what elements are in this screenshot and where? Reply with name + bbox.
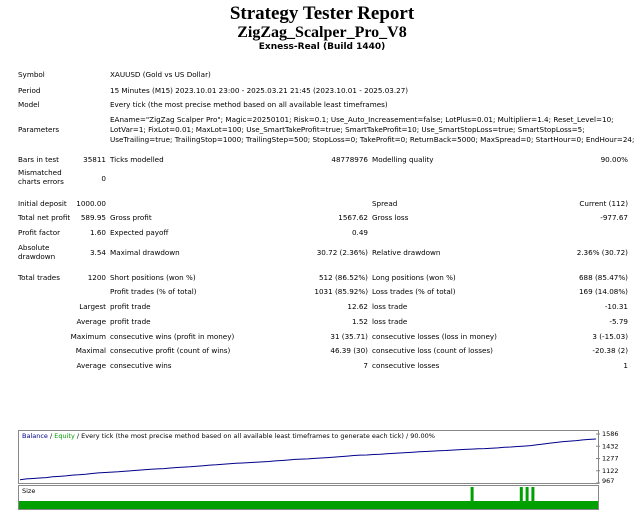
plot-frame — [18, 430, 599, 484]
spread-label: Spread — [372, 199, 398, 208]
absdd-value: 3.54 — [89, 248, 106, 257]
y-tick-label: 1277 — [602, 455, 619, 463]
avg-cons-losses-label: consecutive losses — [372, 361, 440, 370]
period-value: 15 Minutes (M15) 2023.10.01 23:00 - 2025… — [110, 86, 409, 95]
payoff-value: 0.49 — [351, 228, 368, 237]
size-spikes — [470, 487, 535, 501]
max-cons-losses-label: consecutive losses (loss in money) — [372, 332, 497, 341]
server-build: Exness-Real (Build 1440) — [258, 42, 386, 52]
size-spike — [470, 487, 474, 501]
size-fill — [19, 501, 598, 509]
maximal-cons-profit-label: consecutive profit (count of wins) — [110, 346, 231, 355]
balance-chart: 1586 1432 1277 1122 967 — [18, 430, 619, 484]
y-tick-label: 1586 — [602, 430, 619, 438]
size-spike — [519, 487, 523, 501]
grid — [596, 433, 600, 484]
largest-loss-label: loss trade — [372, 302, 408, 311]
netprofit-label: Total net profit — [18, 213, 71, 222]
report-title: Strategy Tester Report — [229, 3, 415, 24]
size-spike — [531, 487, 535, 501]
largest-loss-value: -10.31 — [604, 302, 628, 311]
avg-label: Average — [76, 361, 106, 370]
symbol-value: XAUUSD (Gold vs US Dollar) — [110, 70, 211, 79]
max-cons-wins-label: consecutive wins (profit in money) — [110, 332, 235, 341]
y-tick-label: 1122 — [602, 467, 619, 475]
trades-label: Total trades — [18, 273, 60, 282]
size-spike — [525, 487, 529, 501]
maximal-cons-profit-value: 46.39 (30) — [330, 346, 368, 355]
avg-cons-wins-label: consecutive wins — [110, 361, 172, 370]
ticks-label: Ticks modelled — [110, 155, 164, 164]
legend-sep: / — [47, 432, 55, 440]
model-value: Every tick (the most precise method base… — [110, 100, 388, 109]
maxdd-value: 30.72 (2.36%) — [316, 248, 368, 257]
maximal-cons-loss-label: consecutive loss (count of losses) — [372, 346, 493, 355]
maximal-label: Maximal — [75, 346, 106, 355]
average-loss-value: -5.79 — [609, 317, 628, 326]
expert-name: ZigZag_Scalper_Pro_V8 — [237, 24, 407, 41]
parameters-label: Parameters — [18, 125, 60, 134]
largest-label: Largest — [79, 302, 106, 311]
maximal-cons-loss-value: -20.38 (2) — [592, 346, 628, 355]
quality-label: Modelling quality — [372, 155, 434, 164]
parameters-line-1: EAname="ZigZag Scalper Pro"; Magic=20250… — [110, 115, 614, 124]
long-value: 688 (85.47%) — [578, 273, 628, 282]
spread-value: Current (112) — [579, 199, 628, 208]
netprofit-value: 589.95 — [80, 213, 106, 222]
short-label: Short positions (won %) — [110, 273, 196, 282]
average-profit-value: 1.52 — [351, 317, 368, 326]
parameters-line-3: UseTrailing=true; TrailingStop=1000; Tra… — [110, 135, 635, 144]
period-label: Period — [18, 86, 41, 95]
size-label: Size — [22, 487, 36, 495]
avg-cons-losses-value: 1 — [623, 361, 628, 370]
average-label: Average — [76, 317, 106, 326]
quality-value: 90.00% — [600, 155, 628, 164]
parameters-line-2: LotVar=1; FixLot=0.01; MaxLot=100; Use_S… — [110, 125, 585, 134]
grossloss-value: -977.67 — [600, 213, 628, 222]
legend-equity: Equity — [54, 432, 75, 440]
grossprofit-value: 1567.62 — [338, 213, 368, 222]
reldd-value: 2.36% (30.72) — [576, 248, 628, 257]
short-value: 512 (86.52%) — [318, 273, 368, 282]
grossprofit-label: Gross profit — [110, 213, 152, 222]
loss-trades-value: 169 (14.08%) — [578, 287, 628, 296]
reldd-label: Relative drawdown — [372, 248, 441, 257]
chart-legend: Balance / Equity / Every tick (the most … — [22, 432, 435, 441]
legend-balance: Balance — [22, 432, 48, 440]
symbol-label: Symbol — [18, 70, 45, 79]
long-label: Long positions (won %) — [372, 273, 456, 282]
mismatched-value: 0 — [101, 174, 106, 183]
y-tick-label: 967 — [602, 477, 614, 484]
max-cons-wins-value: 31 (35.71) — [330, 332, 368, 341]
absdd-label: Absolute drawdown — [18, 243, 56, 261]
loss-trades-label: Loss trades (% of total) — [372, 287, 456, 296]
balance-line — [19, 438, 597, 481]
bars-label: Bars in test — [18, 155, 59, 164]
profit-trades-label: Profit trades (% of total) — [110, 287, 197, 296]
average-profit-label: profit trade — [110, 317, 151, 326]
y-axis: 1586 1432 1277 1122 967 — [602, 430, 619, 484]
deposit-label: Initial deposit — [18, 199, 67, 208]
average-loss-label: loss trade — [372, 317, 408, 326]
payoff-label: Expected payoff — [110, 228, 169, 237]
largest-profit-label: profit trade — [110, 302, 151, 311]
bars-value: 35811 — [83, 155, 106, 164]
grossloss-label: Gross loss — [372, 213, 409, 222]
y-tick-label: 1432 — [602, 442, 619, 450]
deposit-value: 1000.00 — [76, 199, 106, 208]
mismatched-label: Mismatched charts errors — [18, 168, 64, 186]
max-cons-losses-value: 3 (-15.03) — [592, 332, 628, 341]
profit-trades-value: 1031 (85.92%) — [314, 287, 368, 296]
ticks-value: 48778976 — [331, 155, 368, 164]
size-chart — [18, 485, 599, 510]
pf-value: 1.60 — [89, 228, 106, 237]
model-label: Model — [18, 100, 40, 109]
maxdd-label: Maximal drawdown — [110, 248, 180, 257]
pf-label: Profit factor — [18, 228, 61, 237]
largest-profit-value: 12.62 — [347, 302, 368, 311]
trades-value: 1200 — [87, 273, 106, 282]
legend-description: / Every tick (the most precise method ba… — [74, 432, 435, 440]
maximum-label: Maximum — [70, 332, 106, 341]
avg-cons-wins-value: 7 — [363, 361, 368, 370]
